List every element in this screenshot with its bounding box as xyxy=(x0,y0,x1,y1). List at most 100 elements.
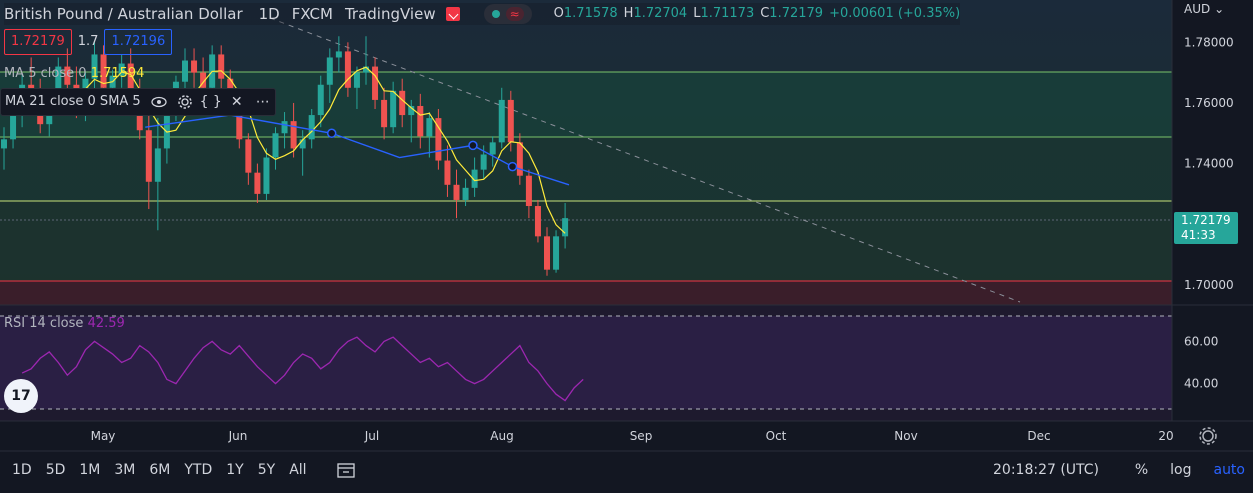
auto-toggle[interactable]: auto xyxy=(1213,462,1245,478)
currency-selector[interactable]: AUD ⌄ xyxy=(1184,2,1224,16)
ma21-marker xyxy=(326,128,337,139)
time-axis-label: Dec xyxy=(1027,429,1050,443)
candle-body xyxy=(55,66,62,103)
trade-buttons: 1.72179 1.7 1.72196 xyxy=(4,29,173,55)
candle-body xyxy=(516,142,523,176)
rsi-line xyxy=(21,336,584,402)
tradingview-logo[interactable]: 17 xyxy=(4,379,38,413)
current-price-tag: 1.72179 41:33 xyxy=(1174,212,1238,244)
source-label: TradingView xyxy=(344,5,436,23)
timeframe-button[interactable]: All xyxy=(289,462,307,478)
low-label: L xyxy=(693,6,701,21)
symbol-name[interactable]: British Pound / Australian Dollar xyxy=(4,5,243,23)
timeframe-button[interactable]: 1D xyxy=(12,462,32,478)
candle-body xyxy=(200,72,207,88)
chevron-down-icon: ⌄ xyxy=(1214,2,1225,16)
candle-body xyxy=(236,102,243,140)
rsi-axis-label: 60.00 xyxy=(1184,334,1218,348)
symbol-header: British Pound / Australian Dollar 1D FXC… xyxy=(4,3,961,25)
ma5-legend[interactable]: MA 5 close 0 1.71594 xyxy=(4,66,144,81)
candle-body xyxy=(444,160,451,185)
price-axis-label: 1.70000 xyxy=(1184,278,1234,292)
timeframe-button[interactable]: 6M xyxy=(149,462,171,478)
settings-icon[interactable] xyxy=(177,94,193,110)
candle-body xyxy=(10,112,17,140)
more-icon[interactable]: ⋯ xyxy=(255,94,270,110)
trendline[interactable] xyxy=(269,17,1021,303)
ma5-label: MA 5 close 0 xyxy=(4,66,87,81)
ma21-markers xyxy=(326,128,518,172)
current-price-value: 1.72179 xyxy=(1181,213,1231,227)
timeframe-button[interactable]: 1Y xyxy=(226,462,244,478)
zone-mid xyxy=(0,137,1172,201)
rsi-band xyxy=(0,316,1172,409)
zone-red xyxy=(0,281,1172,305)
ma21-marker xyxy=(468,140,478,151)
candle-body xyxy=(254,172,261,194)
source-code-icon[interactable]: { } xyxy=(199,94,222,110)
candle-body xyxy=(154,148,161,182)
buy-price-button[interactable]: 1.72196 xyxy=(104,29,173,55)
sell-price-button[interactable]: 1.72179 xyxy=(4,29,72,55)
utc-clock[interactable]: 20:18:27 (UTC) xyxy=(993,462,1100,478)
timeframe-button[interactable]: 3M xyxy=(114,462,136,478)
exchange-label: FXCM xyxy=(291,5,333,23)
timeframe-list: 1D 5D 1M 3M 6M YTD 1Y 5Y All xyxy=(12,462,307,478)
candle-body xyxy=(344,51,351,88)
candle-body xyxy=(462,187,469,200)
rsi-axis-labels: 60.00 40.00 xyxy=(1184,334,1218,390)
candle-body xyxy=(525,175,532,207)
high-label: H xyxy=(623,6,634,21)
bottom-toolbar: 1D 5D 1M 3M 6M YTD 1Y 5Y All 20:18:27 (UTC) % lo… xyxy=(0,451,1253,489)
price-axis[interactable] xyxy=(1172,0,1253,421)
candle-body xyxy=(272,133,279,158)
candle-body xyxy=(544,236,550,270)
low-value: 1.71173 xyxy=(700,6,755,21)
settings-gear-icon[interactable] xyxy=(1199,427,1217,445)
candle-body xyxy=(372,66,379,100)
log-toggle[interactable]: log xyxy=(1170,462,1192,478)
candle-body xyxy=(263,157,270,194)
time-axis-label: Aug xyxy=(490,429,513,443)
candle-body xyxy=(281,121,288,134)
time-axis-label: Jul xyxy=(364,429,379,443)
calendar-range-icon[interactable] xyxy=(336,462,355,478)
close-label: C xyxy=(760,6,770,21)
market-open-dot-icon xyxy=(491,10,500,18)
time-axis[interactable] xyxy=(0,421,1253,451)
candle-body xyxy=(191,60,198,73)
candle-body xyxy=(453,184,460,200)
timeframe-button[interactable]: 1M xyxy=(79,462,101,478)
candle-body xyxy=(399,90,406,116)
market-status-pill[interactable]: ≈ xyxy=(483,4,532,24)
candle-body xyxy=(91,54,98,79)
interval-label[interactable]: 1D xyxy=(258,5,280,23)
ma21-legend[interactable]: MA 21 close 0 SMA 5 { } ✕ ⋯ xyxy=(0,88,276,116)
ohlc-values: O1.71578 H1.72704 L1.71173 C1.72179 +0.0… xyxy=(554,3,961,25)
close-icon[interactable]: ✕ xyxy=(230,94,243,110)
timeframe-button[interactable]: 5D xyxy=(45,462,66,478)
ma21-label: MA 21 close 0 SMA 5 xyxy=(5,94,141,109)
timeframe-button[interactable]: 5Y xyxy=(257,462,276,478)
open-label: O xyxy=(553,6,564,21)
zone-lower xyxy=(0,201,1172,281)
flag-icon[interactable] xyxy=(445,7,460,21)
change-value: +0.00601 (+0.35%) xyxy=(829,6,961,21)
candle-body xyxy=(353,72,360,88)
candle-body xyxy=(308,115,315,140)
candle-body xyxy=(145,130,152,182)
price-axis-label: 1.78000 xyxy=(1184,35,1234,49)
candle-body xyxy=(335,51,342,58)
rsi-legend[interactable]: RSI 14 close 42.59 xyxy=(4,316,125,331)
rsi-axis-label: 40.00 xyxy=(1184,377,1218,391)
bar-countdown: 41:33 xyxy=(1181,228,1216,242)
time-axis-label: Oct xyxy=(766,429,787,443)
timeframe-button[interactable]: YTD xyxy=(184,462,213,478)
eye-icon[interactable] xyxy=(151,94,167,110)
candle-body xyxy=(534,206,541,237)
candle-body xyxy=(182,60,188,82)
candle-body xyxy=(118,63,125,76)
percent-toggle[interactable]: % xyxy=(1134,462,1149,478)
